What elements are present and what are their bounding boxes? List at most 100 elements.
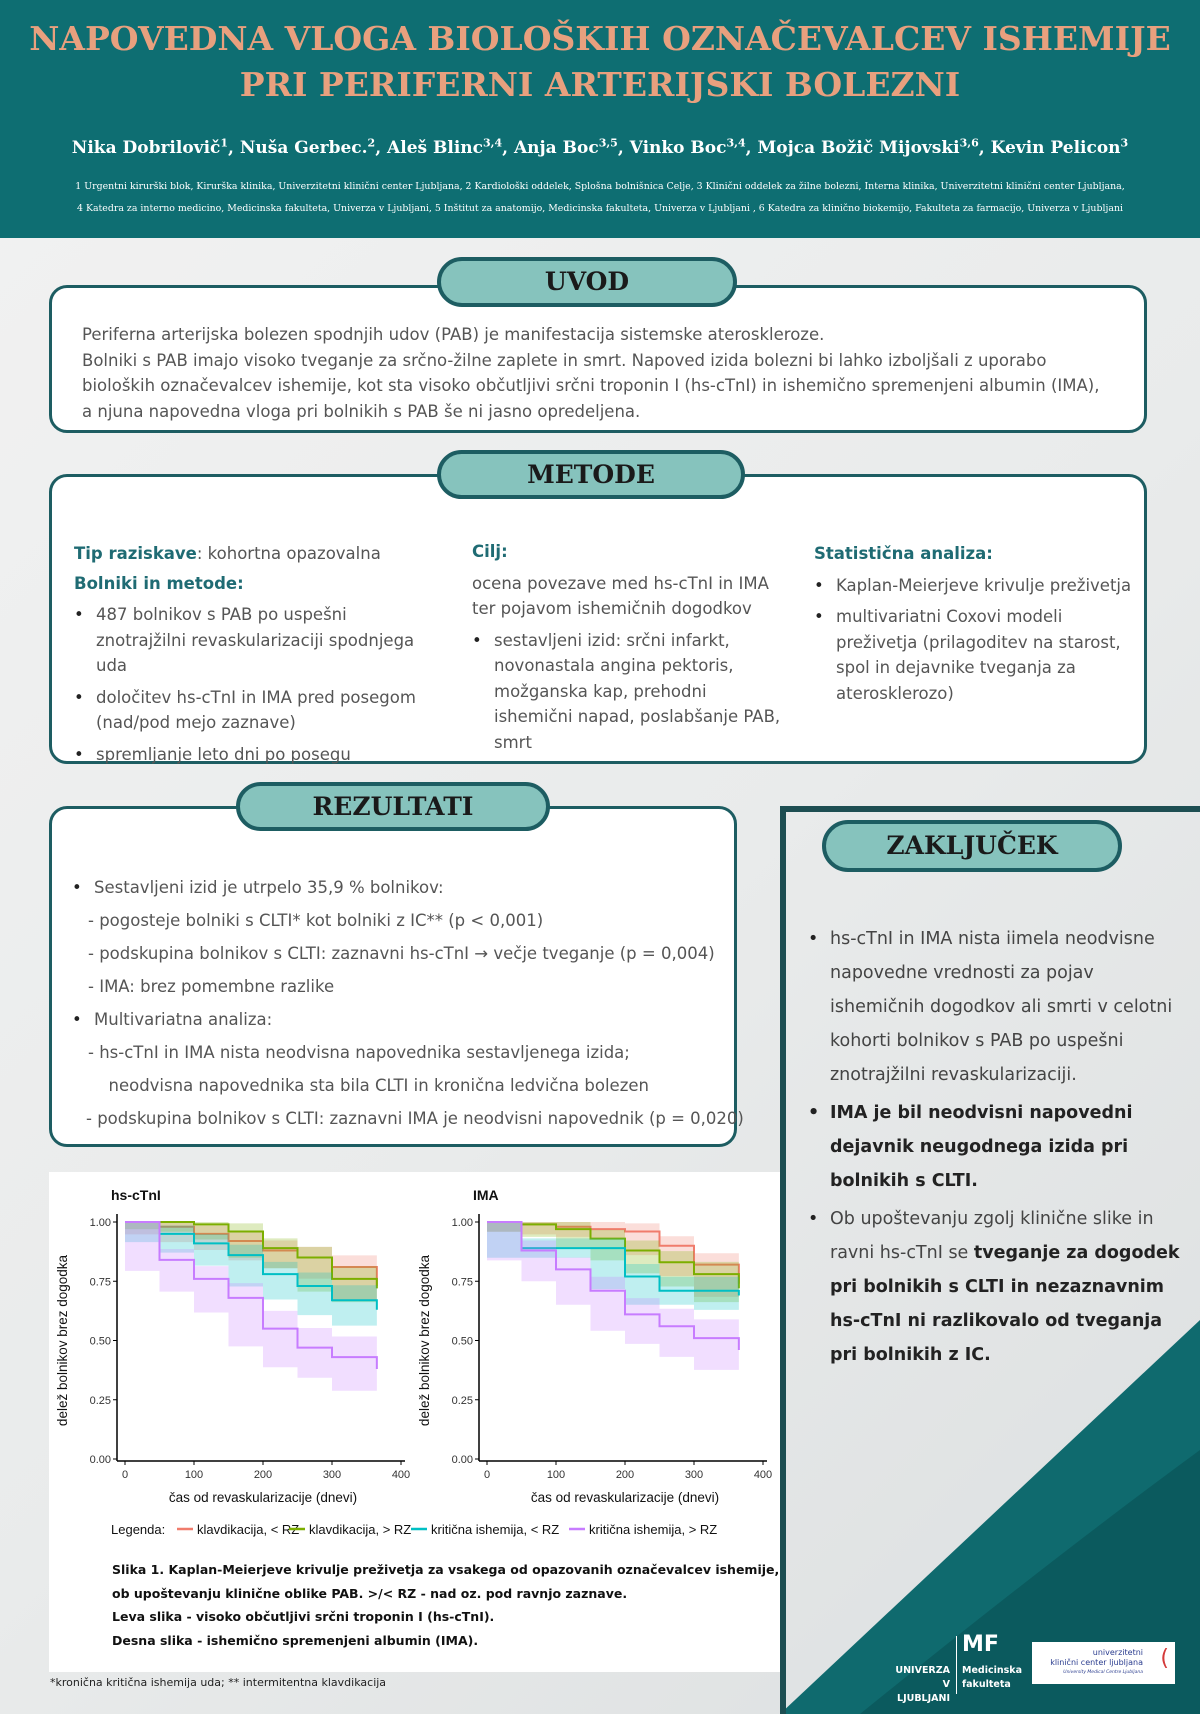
author-affiliation: 3 xyxy=(1120,136,1129,149)
y-tick-label: 0.75 xyxy=(90,1276,111,1288)
logo-text: fakulteta xyxy=(962,1679,1011,1690)
metode-col-1: Tip raziskave: kohortna opazovalna Bolni… xyxy=(74,541,434,767)
label: Statistična analiza: xyxy=(814,544,993,563)
x-tick-label: 200 xyxy=(616,1469,634,1481)
mf-logo: MF xyxy=(962,1632,999,1657)
authors: Nika Dobrilovič1, Nuša Gerbec.2, Aleš Bl… xyxy=(0,136,1200,158)
separator: , xyxy=(502,137,514,158)
chart-title: IMA xyxy=(473,1187,499,1203)
y-tick-label: 0.75 xyxy=(452,1276,473,1288)
confidence-band xyxy=(487,1222,739,1297)
rezultati-section: Sestavljeni izid je utrpelo 35,9 % bolni… xyxy=(49,806,744,1147)
x-tick-label: 100 xyxy=(185,1469,203,1481)
author-affiliation: 3,4 xyxy=(483,136,503,149)
x-axis-label: čas od revaskularizacije (dnevi) xyxy=(531,1490,719,1505)
cilj-list: sestavljeni izid: srčni infarkt, novonas… xyxy=(472,628,782,756)
rezultati-list: Sestavljeni izid je utrpelo 35,9 % bolni… xyxy=(72,871,744,1135)
sub-item: - hs-cTnI in IMA nista neodvisna napoved… xyxy=(88,1043,630,1062)
sub-item: - pogosteje bolniki s CLTI* kot bolniki … xyxy=(88,911,544,930)
km-curve-2 xyxy=(125,1221,378,1310)
km-curve-3 xyxy=(125,1221,378,1369)
author-name: Anja Boc xyxy=(513,137,599,158)
stat-list: Kaplan-Meierjeve krivulje preživetja mult… xyxy=(814,573,1134,707)
affiliations: 1 Urgentni kirurški blok, Kirurška klini… xyxy=(0,176,1200,220)
x-tick-label: 0 xyxy=(484,1469,490,1481)
metode-section: Tip raziskave: kohortna opazovalna Bolni… xyxy=(49,474,1147,767)
author-name: Nuša Gerbec. xyxy=(239,137,368,158)
title-line: PRI PERIFERNI ARTERIJSKI BOLEZNI xyxy=(239,65,961,104)
list-item: Ob upoštevanju zgolj klinične slike in r… xyxy=(808,1202,1183,1372)
footnote: *kronična kritična ishemija uda; ** inte… xyxy=(50,1676,387,1689)
y-axis-label: delež bolnikov brez dogodka xyxy=(417,1254,432,1426)
separator: , xyxy=(745,137,758,158)
ukc-logo-mark-icon: ( xyxy=(1160,1646,1169,1671)
uni-lj-logo: UNIVERZA V LJUBLJANI xyxy=(890,1664,950,1706)
list-item: hs-cTnI in IMA nista iimela neodvisne na… xyxy=(808,922,1183,1092)
label: Tip raziskave xyxy=(74,544,197,563)
text: ocena povezave med hs-cTnI in IMA ter po… xyxy=(472,573,769,619)
y-tick-label: 0.00 xyxy=(90,1454,111,1466)
uvod-section: Periferna arterijska bolezen spodnjih ud… xyxy=(49,285,1147,433)
poster-header: NAPOVEDNA VLOGA BIOLOŠKIH OZNAČEVALCEV I… xyxy=(0,0,1200,238)
y-tick-label: 1.00 xyxy=(452,1217,473,1229)
x-tick-label: 300 xyxy=(323,1469,341,1481)
list-item: Multivariatna analiza: xyxy=(72,1003,744,1036)
author-affiliation: 2 xyxy=(367,136,376,149)
author: Aleš Blinc3,4, xyxy=(387,136,514,158)
zakljucek-section: ZAKLJUČEK hs-cTnI in IMA nista iimela ne… xyxy=(780,806,1200,1714)
km-curve-1 xyxy=(125,1221,378,1289)
ukc-logo: univerzitetni klinični center ljubljana Un… xyxy=(1032,1642,1175,1684)
affiliation-line: 1 Urgentni kirurški blok, Kirurška klini… xyxy=(75,180,1125,192)
logo-text: klinični center ljubljana xyxy=(1050,1658,1143,1667)
metode-col-2: Cilj: ocena povezave med hs-cTnI in IMA … xyxy=(472,539,782,755)
list-item: multivariatni Coxovi modeli preživetja (… xyxy=(814,604,1134,706)
y-tick-label: 0.50 xyxy=(452,1336,473,1348)
caption-line: Slika 1. Kaplan-Meierjeve krivulje preži… xyxy=(112,1562,780,1577)
author: Vinko Boc3,4, xyxy=(630,136,758,158)
label: Bolniki in metode: xyxy=(74,573,244,593)
y-tick-label: 0.00 xyxy=(452,1454,473,1466)
list-item: Kaplan-Meierjeve krivulje preživetja xyxy=(814,573,1134,599)
y-tick-label: 1.00 xyxy=(90,1217,111,1229)
list-item: sestavljeni izid: srčni infarkt, novonas… xyxy=(472,628,782,756)
poster-title: NAPOVEDNA VLOGA BIOLOŠKIH OZNAČEVALCEV I… xyxy=(0,0,1200,108)
affiliation-line: 4 Katedra za interno medicino, Medicinsk… xyxy=(77,202,1123,214)
x-axis-label: čas od revaskularizacije (dnevi) xyxy=(169,1490,357,1505)
divider xyxy=(956,1636,957,1694)
paragraph: Bolniki s PAB imajo visoko tveganje za s… xyxy=(82,350,1100,421)
list-item: določitev hs-cTnI in IMA pred posegom (n… xyxy=(74,685,434,736)
author-affiliation: 1 xyxy=(220,136,229,149)
legend-item: kritična ishemija, < RZ xyxy=(431,1522,559,1537)
confidence-band xyxy=(487,1222,739,1303)
legend-item: kritična ishemija, > RZ xyxy=(589,1522,717,1537)
logo-text: UNIVERZA xyxy=(895,1665,950,1676)
list-item: IMA je bil neodvisni napovedni dejavnik … xyxy=(808,1096,1183,1198)
chart-title: hs-cTnI xyxy=(111,1187,161,1203)
author: Anja Boc3,5, xyxy=(513,136,630,158)
metode-heading: METODE xyxy=(437,450,745,499)
x-tick-label: 200 xyxy=(254,1469,272,1481)
list-item: Sestavljeni izid je utrpelo 35,9 % bolni… xyxy=(72,871,744,904)
logo-text: University Medical Centre Ljubljana xyxy=(1063,1670,1143,1675)
mf-logo-text: Medicinska fakulteta xyxy=(962,1664,1022,1692)
list-item: spremljanje leto dni po posegu xyxy=(74,742,434,768)
legend-item: klavdikacija, < RZ xyxy=(197,1522,299,1537)
author: Mojca Božič Mijovski3,6, xyxy=(757,136,990,158)
bolniki-list: 487 bolnikov s PAB po uspešni znotrajžil… xyxy=(74,602,434,767)
uvod-heading: UVOD xyxy=(437,257,737,307)
legend-title: Legenda: xyxy=(111,1522,165,1537)
x-tick-label: 400 xyxy=(392,1469,410,1481)
y-tick-label: 0.25 xyxy=(452,1395,473,1407)
legend-item: klavdikacija, > RZ xyxy=(309,1522,411,1537)
value: : kohortna opazovalna xyxy=(196,544,381,563)
x-tick-label: 0 xyxy=(122,1469,128,1481)
text: Ob upoštevanju zgolj klinične slike in r… xyxy=(830,1209,1154,1263)
bold-text: tveganje za dogodek pri bolnikih s CLTI … xyxy=(830,1243,1180,1365)
author-name: Aleš Blinc xyxy=(387,137,483,158)
confidence-band xyxy=(125,1222,377,1300)
metode-col-3: Statistična analiza: Kaplan-Meierjeve kr… xyxy=(814,541,1134,706)
logo-text: univerzitetni xyxy=(1092,1648,1143,1657)
x-tick-label: 400 xyxy=(754,1469,772,1481)
paragraph: Periferna arterijska bolezen spodnjih ud… xyxy=(82,325,825,344)
author: Nika Dobrilovič1, xyxy=(72,136,240,158)
